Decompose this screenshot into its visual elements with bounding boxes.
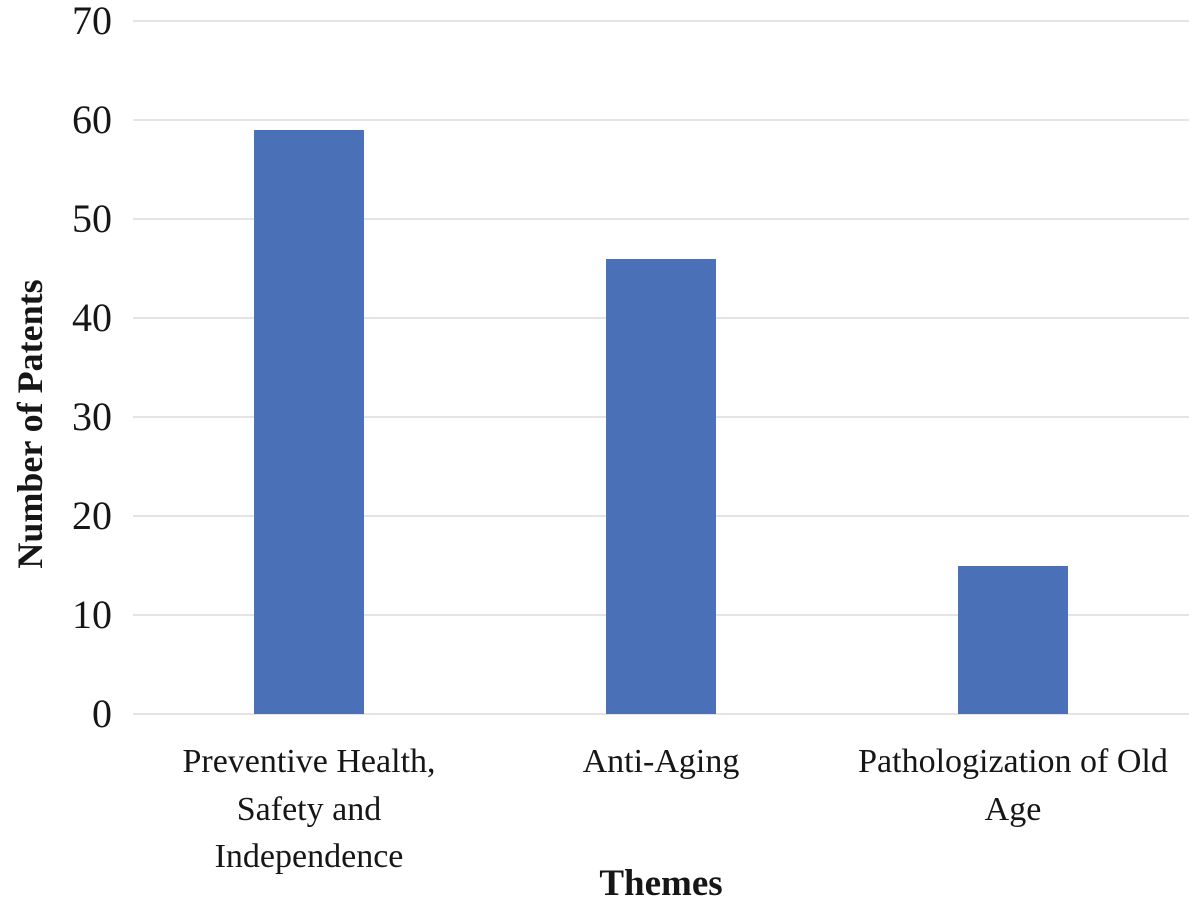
gridline-0 <box>133 713 1189 715</box>
x-axis-labels: Preventive Health, Safety and Independen… <box>0 738 1200 883</box>
x-axis-title: Themes <box>599 863 723 904</box>
y-tick-label-60: 60 <box>72 97 112 142</box>
y-axis-ticks: 0 10 20 30 40 50 60 70 <box>0 1 112 734</box>
gridline-70 <box>133 20 1189 22</box>
y-tick-label-50: 50 <box>72 196 112 241</box>
category-label-2: Pathologization of Old Age <box>858 743 1168 828</box>
gridline-50 <box>133 218 1189 220</box>
y-tick-label-30: 30 <box>72 394 112 439</box>
gridline-60 <box>133 119 1189 121</box>
y-tick-label-40: 40 <box>72 295 112 340</box>
y-tick-label-70: 70 <box>72 0 112 43</box>
bar-2 <box>958 565 1068 714</box>
bar-0 <box>254 129 364 714</box>
y-tick-label-20: 20 <box>72 493 112 538</box>
category-label-1: Anti-Aging <box>582 743 740 780</box>
plot-area <box>133 20 1189 715</box>
category-label-0: Preventive Health, Safety and Independen… <box>182 743 436 876</box>
bar-1 <box>606 258 716 714</box>
y-tick-label-0: 0 <box>92 691 112 736</box>
y-tick-label-10: 10 <box>72 592 112 637</box>
